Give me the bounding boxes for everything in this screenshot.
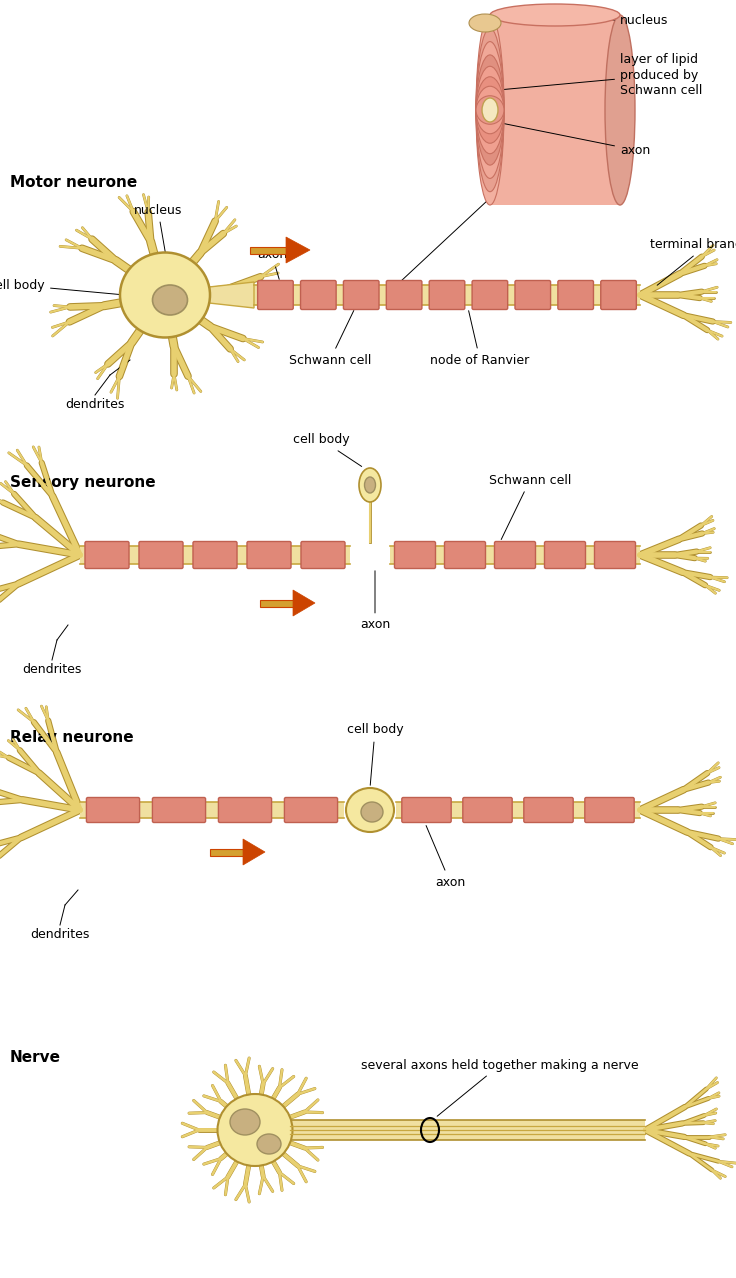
Ellipse shape xyxy=(152,285,188,314)
Text: cell body: cell body xyxy=(347,723,403,785)
Polygon shape xyxy=(390,546,640,564)
Ellipse shape xyxy=(476,28,504,192)
Polygon shape xyxy=(209,282,254,308)
FancyBboxPatch shape xyxy=(429,280,465,309)
Polygon shape xyxy=(80,546,350,564)
Polygon shape xyxy=(286,236,310,263)
Ellipse shape xyxy=(605,15,635,204)
Ellipse shape xyxy=(361,803,383,822)
FancyBboxPatch shape xyxy=(545,542,586,569)
Ellipse shape xyxy=(346,789,394,832)
Ellipse shape xyxy=(482,98,498,121)
Ellipse shape xyxy=(359,468,381,502)
Ellipse shape xyxy=(257,1134,281,1154)
FancyBboxPatch shape xyxy=(193,542,237,569)
FancyBboxPatch shape xyxy=(301,542,345,569)
FancyBboxPatch shape xyxy=(139,542,183,569)
Ellipse shape xyxy=(364,477,375,493)
Text: Motor neurone: Motor neurone xyxy=(10,175,137,190)
Ellipse shape xyxy=(120,253,210,337)
FancyBboxPatch shape xyxy=(402,797,451,823)
FancyBboxPatch shape xyxy=(585,797,634,823)
FancyBboxPatch shape xyxy=(284,797,338,823)
Text: axon: axon xyxy=(426,826,465,888)
Text: dendrites: dendrites xyxy=(66,397,124,412)
Text: cell body: cell body xyxy=(0,279,122,295)
FancyBboxPatch shape xyxy=(85,542,129,569)
Polygon shape xyxy=(290,1120,645,1140)
Ellipse shape xyxy=(476,77,504,143)
Polygon shape xyxy=(396,801,640,818)
FancyBboxPatch shape xyxy=(394,542,436,569)
Text: axon: axon xyxy=(499,123,650,156)
Text: dendrites: dendrites xyxy=(22,663,82,676)
FancyBboxPatch shape xyxy=(558,280,593,309)
Ellipse shape xyxy=(476,15,504,204)
Text: layer of lipid
produced by
Schwann cell: layer of lipid produced by Schwann cell xyxy=(500,54,702,97)
FancyBboxPatch shape xyxy=(152,797,205,823)
FancyBboxPatch shape xyxy=(219,797,272,823)
Text: cell body: cell body xyxy=(294,433,361,466)
Text: terminal branches: terminal branches xyxy=(650,239,736,285)
Ellipse shape xyxy=(469,14,501,32)
Polygon shape xyxy=(254,285,640,305)
Ellipse shape xyxy=(476,66,504,153)
FancyBboxPatch shape xyxy=(472,280,508,309)
Polygon shape xyxy=(80,801,344,818)
Text: Relay neurone: Relay neurone xyxy=(10,730,134,745)
Ellipse shape xyxy=(476,96,504,124)
Text: dendrites: dendrites xyxy=(30,928,90,941)
Text: nucleus: nucleus xyxy=(498,14,668,27)
Polygon shape xyxy=(293,590,315,616)
Polygon shape xyxy=(210,849,246,855)
FancyBboxPatch shape xyxy=(515,280,551,309)
FancyBboxPatch shape xyxy=(258,280,293,309)
Ellipse shape xyxy=(476,55,504,165)
FancyBboxPatch shape xyxy=(344,280,379,309)
Text: Schwann cell: Schwann cell xyxy=(489,474,571,539)
Text: axon: axon xyxy=(257,248,287,280)
Text: node of Ranvier: node of Ranvier xyxy=(431,311,530,367)
Ellipse shape xyxy=(230,1109,260,1135)
FancyBboxPatch shape xyxy=(247,542,291,569)
FancyBboxPatch shape xyxy=(524,797,573,823)
FancyBboxPatch shape xyxy=(386,280,422,309)
FancyBboxPatch shape xyxy=(300,280,336,309)
FancyBboxPatch shape xyxy=(463,797,512,823)
FancyBboxPatch shape xyxy=(601,280,637,309)
Text: several axons held together making a nerve: several axons held together making a ner… xyxy=(361,1058,639,1116)
Polygon shape xyxy=(490,15,620,204)
Ellipse shape xyxy=(490,4,620,26)
Text: Nerve: Nerve xyxy=(10,1051,61,1065)
Polygon shape xyxy=(250,247,289,253)
FancyBboxPatch shape xyxy=(495,542,536,569)
Ellipse shape xyxy=(476,86,504,134)
Polygon shape xyxy=(243,838,265,865)
Text: axon: axon xyxy=(360,571,390,631)
Text: Schwann cell: Schwann cell xyxy=(289,311,371,367)
Ellipse shape xyxy=(218,1094,292,1166)
Polygon shape xyxy=(260,599,296,607)
FancyBboxPatch shape xyxy=(595,542,635,569)
Text: Sensory neurone: Sensory neurone xyxy=(10,475,155,489)
FancyBboxPatch shape xyxy=(86,797,140,823)
Ellipse shape xyxy=(476,42,504,179)
FancyBboxPatch shape xyxy=(445,542,486,569)
Text: nucleus: nucleus xyxy=(134,203,183,294)
